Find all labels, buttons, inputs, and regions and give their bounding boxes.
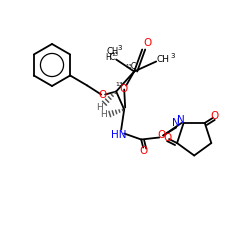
Text: O: O bbox=[163, 133, 171, 143]
Text: O: O bbox=[139, 146, 147, 156]
Text: O: O bbox=[143, 38, 151, 48]
Text: O: O bbox=[157, 130, 165, 140]
Text: O: O bbox=[211, 111, 219, 121]
Text: H: H bbox=[96, 103, 102, 112]
Text: 13: 13 bbox=[126, 64, 133, 69]
Text: CH: CH bbox=[157, 55, 170, 64]
Text: 13: 13 bbox=[115, 82, 123, 87]
Text: O: O bbox=[98, 90, 106, 100]
Text: N: N bbox=[177, 115, 184, 125]
Text: 3: 3 bbox=[170, 52, 174, 59]
Text: H: H bbox=[100, 110, 106, 119]
Text: N: N bbox=[172, 118, 180, 128]
Text: 13: 13 bbox=[112, 52, 119, 57]
Text: CH: CH bbox=[106, 47, 118, 56]
Text: 3: 3 bbox=[117, 46, 121, 52]
Text: H: H bbox=[105, 53, 111, 62]
Text: O: O bbox=[119, 84, 127, 94]
Text: C: C bbox=[130, 62, 136, 71]
Text: C: C bbox=[110, 53, 115, 62]
Text: HN: HN bbox=[112, 130, 127, 140]
